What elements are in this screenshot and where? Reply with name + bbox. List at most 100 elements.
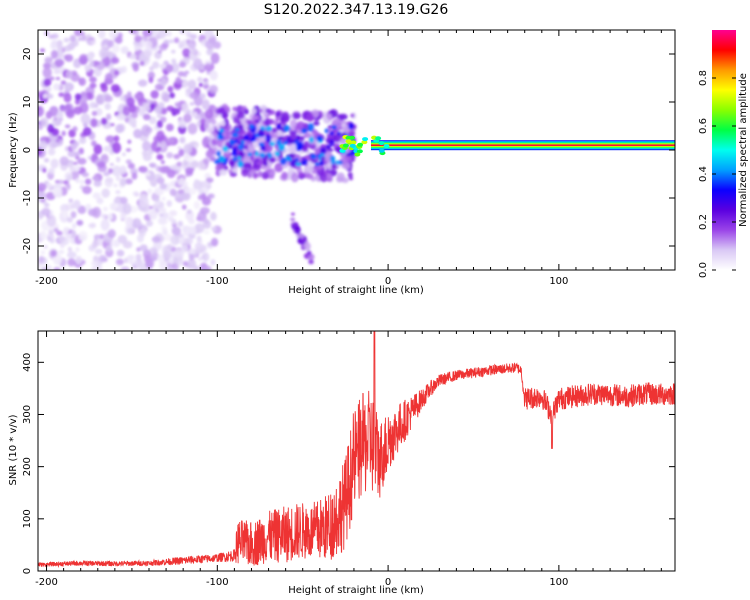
spectrogram-blob [67,246,72,252]
spectrogram-blob [38,256,45,264]
spectrogram-blob [95,61,100,65]
spectrogram-blob [86,34,92,39]
spectrogram-blob [151,236,161,243]
spectrogram-blob [108,168,114,174]
spectrogram-blob [182,47,191,58]
spectrogram-blob [154,187,165,196]
spectrogram-blob [121,152,127,157]
spectrogram-blob [38,140,48,150]
spectrogram-blob [143,49,152,59]
spectrogram-blob [157,30,167,39]
spectrogram-blob [73,161,78,165]
spectrogram-blob [218,107,226,115]
spectrogram-blob [149,102,156,111]
spectrogram-blob [38,182,47,192]
spectrogram-blob [107,39,115,48]
snr-ytick-label: 400 [22,353,33,372]
colorbar-axes: 0.0 0.2 0.4 0.6 0.8 [698,70,736,278]
spectrogram-blob [213,41,222,49]
spectrogram-blob [320,156,326,162]
spectrogram-blob [158,102,165,109]
spectrogram-blob [209,70,218,81]
spectrogram-blob [133,128,143,139]
spectrogram-blob [103,171,110,177]
spectrogram-blob [74,165,81,172]
spectrogram-blob [194,223,205,234]
spectrogram-blob [149,205,154,210]
spectrogram-blob [243,134,250,141]
spectrogram-blob [150,90,159,99]
spectrogram-blob [108,30,119,40]
spectrogram-blob [176,161,183,167]
spectrogram-blob [119,177,127,187]
spectrogram-ytick-label: -10 [22,190,33,206]
spectrogram-blob [91,110,98,117]
spectrogram-blob [204,122,210,129]
spectrogram-blob [134,45,141,51]
spectrogram-blob [319,160,324,166]
spectrogram-blob [183,186,190,194]
spectrogram-blob [75,177,80,184]
spectrogram-blob [58,249,65,254]
spectrogram-blob [101,188,110,198]
spectrogram-blob [81,34,87,42]
spectrogram-blob [68,159,74,164]
spectrogram-blob [50,158,59,169]
spectrogram-blob [152,61,160,69]
spectrogram-blob [48,76,55,81]
spectrogram-blob [43,157,50,163]
spectrogram-blob [169,188,177,197]
spectrogram-blob [156,120,163,129]
spectrogram-blob [58,92,65,98]
spectrogram-blob [185,167,194,174]
spectrogram-blob [210,52,220,64]
spectrogram-blob [115,156,121,163]
spectrogram-blob [327,124,333,129]
spectrogram-blob [75,255,83,265]
spectrogram-blob [90,260,98,266]
spectrogram-blob [139,60,145,67]
spectrogram-blob [109,162,114,167]
spectrogram-blob [197,76,203,83]
spectrogram-blob [199,207,210,215]
spectrogram-blob [48,167,55,175]
spectrogram-blob [47,123,55,134]
spectrogram-blob [198,82,203,88]
spectrogram-blob [180,243,189,253]
spectrogram-blob [43,62,51,69]
spectrogram-blob [333,133,342,143]
spectrogram-blob [91,266,96,270]
spectrogram-blob [89,76,97,83]
spectrogram-blob [156,113,163,119]
spectrogram-blob [326,172,332,180]
spectrogram-blob [308,259,314,265]
spectrogram-blob [177,220,183,227]
spectrogram-blob [44,202,50,208]
spectrogram-blob [174,102,180,108]
spectrogram-blob [183,73,188,78]
spectrogram-blob [257,128,265,137]
spectrogram-blob [197,194,203,201]
spectrogram-blob [105,177,114,183]
spectrogram-blob [254,151,259,157]
spectrogram-blob [199,93,206,100]
spectrogram-blob [290,172,299,183]
snr-xtick-label: 0 [385,577,391,588]
spectrogram-blob [268,157,276,163]
spectrogram-blob [229,160,236,167]
spectrogram-blob [105,244,112,252]
spectrogram-blob [168,39,175,44]
spectrogram-blob [110,84,121,93]
spectrogram-blob [187,187,197,195]
carrier-wiggle [354,152,361,157]
spectrogram-blob [204,139,210,145]
spectrogram-blob [110,123,115,127]
spectrogram-blob [187,79,197,90]
spectrogram-blob [289,143,299,154]
spectrogram-blob [135,253,142,261]
spectrogram-blob [39,48,46,53]
spectrogram-blob [350,113,355,118]
spectrogram-blob [131,111,138,119]
spectrogram-blob [178,79,184,84]
spectrogram-blob [131,172,138,180]
